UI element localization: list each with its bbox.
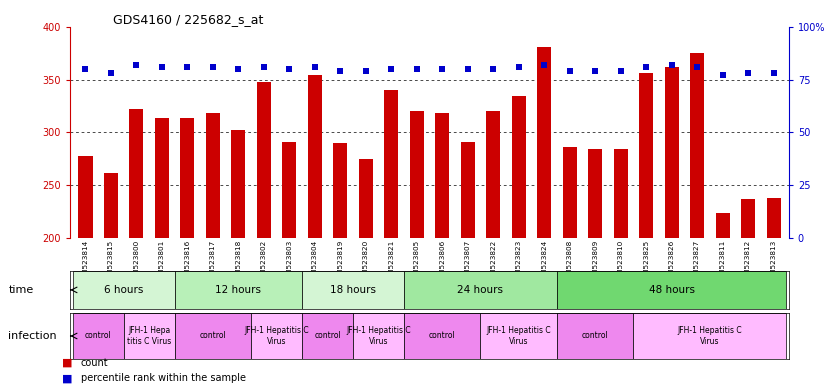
Bar	[404, 313, 481, 359]
Text: JFH-1 Hepatitis C
Virus: JFH-1 Hepatitis C Virus	[487, 326, 551, 346]
Text: JFH-1 Hepa
titis C Virus: JFH-1 Hepa titis C Virus	[127, 326, 171, 346]
Bar	[308, 75, 322, 238]
Bar	[634, 313, 786, 359]
Text: control: control	[200, 331, 226, 341]
Text: 12 hours: 12 hours	[216, 285, 261, 295]
Bar	[767, 198, 781, 238]
Bar	[384, 90, 398, 238]
Text: ■: ■	[62, 373, 73, 383]
Bar	[73, 271, 174, 309]
Text: control: control	[85, 331, 112, 341]
Text: percentile rank within the sample: percentile rank within the sample	[81, 373, 246, 383]
Text: JFH-1 Hepatitis C
Virus: JFH-1 Hepatitis C Virus	[346, 326, 411, 346]
Text: time: time	[8, 285, 34, 295]
Point	[385, 66, 398, 72]
Bar	[282, 142, 297, 238]
Bar	[302, 271, 404, 309]
Text: control: control	[582, 331, 609, 341]
Bar	[73, 313, 124, 359]
Point	[589, 68, 602, 74]
Bar	[537, 47, 551, 238]
Bar	[690, 53, 704, 238]
Point	[487, 66, 500, 72]
Point	[359, 68, 373, 74]
Text: ■: ■	[62, 358, 73, 368]
Text: JFH-1 Hepatitis C
Virus: JFH-1 Hepatitis C Virus	[677, 326, 742, 346]
Bar	[435, 114, 449, 238]
Bar	[557, 313, 634, 359]
Point	[716, 72, 729, 78]
Point	[538, 62, 551, 68]
Bar	[130, 109, 144, 238]
Text: control: control	[314, 331, 341, 341]
Point	[282, 66, 296, 72]
Text: 6 hours: 6 hours	[104, 285, 144, 295]
Point	[130, 62, 143, 68]
Point	[181, 64, 194, 70]
Point	[435, 66, 449, 72]
Point	[411, 66, 424, 72]
Bar	[461, 142, 475, 238]
Bar	[487, 111, 501, 238]
Bar	[614, 149, 628, 238]
Bar	[180, 118, 194, 238]
Bar	[741, 199, 755, 238]
Point	[639, 64, 653, 70]
Point	[104, 70, 117, 76]
Bar	[563, 147, 577, 238]
Text: control: control	[429, 331, 456, 341]
Point	[257, 64, 270, 70]
Point	[334, 68, 347, 74]
Bar	[251, 313, 302, 359]
Bar	[174, 313, 251, 359]
Point	[614, 68, 627, 74]
Text: GDS4160 / 225682_s_at: GDS4160 / 225682_s_at	[113, 13, 263, 26]
Bar	[78, 156, 93, 238]
Bar	[206, 114, 220, 238]
Bar	[174, 271, 302, 309]
Text: count: count	[81, 358, 108, 368]
Bar	[481, 313, 557, 359]
Bar	[404, 271, 557, 309]
Bar	[302, 313, 353, 359]
Point	[742, 70, 755, 76]
Text: infection: infection	[8, 331, 57, 341]
Point	[665, 62, 678, 68]
Bar	[410, 111, 424, 238]
Bar	[124, 313, 174, 359]
Text: 24 hours: 24 hours	[458, 285, 504, 295]
Bar	[231, 130, 245, 238]
Point	[232, 66, 245, 72]
Text: 18 hours: 18 hours	[330, 285, 376, 295]
Bar	[334, 143, 348, 238]
Text: 48 hours: 48 hours	[648, 285, 695, 295]
Text: JFH-1 Hepatitis C
Virus: JFH-1 Hepatitis C Virus	[244, 326, 309, 346]
Bar	[511, 96, 525, 238]
Point	[79, 66, 93, 72]
Bar	[155, 118, 169, 238]
Point	[767, 70, 780, 76]
Bar	[715, 213, 729, 238]
Point	[461, 66, 474, 72]
Bar	[557, 271, 786, 309]
Point	[512, 64, 525, 70]
Bar	[358, 159, 373, 238]
Point	[206, 64, 220, 70]
Bar	[257, 82, 271, 238]
Bar	[353, 313, 404, 359]
Bar	[639, 73, 653, 238]
Point	[563, 68, 577, 74]
Point	[155, 64, 169, 70]
Bar	[104, 172, 118, 238]
Point	[308, 64, 321, 70]
Point	[691, 64, 704, 70]
Bar	[665, 67, 679, 238]
Bar	[588, 149, 602, 238]
